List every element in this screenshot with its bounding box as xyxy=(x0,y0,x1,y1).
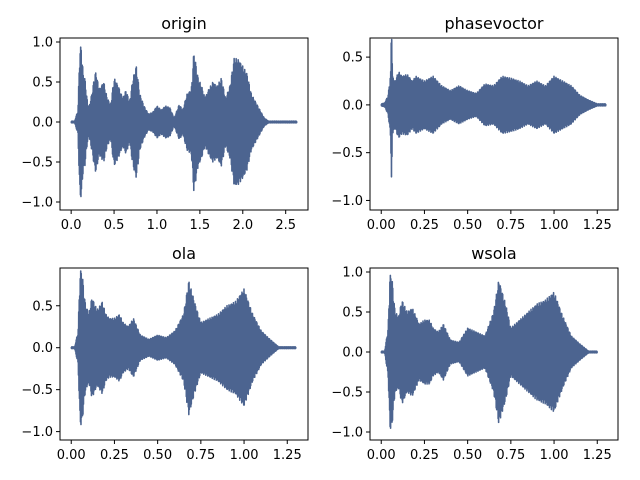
subplot-title: phasevoctor xyxy=(445,14,544,33)
x-tick-label: 0.25 xyxy=(410,448,439,463)
x-tick-label: 1.00 xyxy=(540,448,569,463)
subplot-3: wsola 0.00 0.25 0.50 0.75 1.00 1.25 −1.0 −0.5 0.0… xyxy=(331,244,619,463)
waveform-series-0 xyxy=(380,274,599,429)
subplot-0: origin 0.0 0.5 1.0 1.5 2.0 2.5 −1.0 −0.5 0.0 0.5 1.… xyxy=(21,14,309,233)
subplot-title: origin xyxy=(161,14,207,33)
x-tick-label: 0.00 xyxy=(367,448,396,463)
x-tick-label: 1.00 xyxy=(230,448,259,463)
y-tick-label: 0.0 xyxy=(32,116,53,131)
axes-frame xyxy=(369,37,619,211)
x-tick-label: 0.00 xyxy=(367,218,396,233)
y-tick-label: −0.5 xyxy=(21,156,53,171)
x-tick-label: 0.50 xyxy=(453,218,482,233)
y-tick-label: 0.0 xyxy=(342,346,363,361)
subplot-title: ola xyxy=(172,244,196,263)
x-tick-label: 0.75 xyxy=(186,448,215,463)
x-tick-label: 2.0 xyxy=(232,218,253,233)
x-tick-label: 0.5 xyxy=(104,218,125,233)
y-tick-label: 0.0 xyxy=(342,98,363,113)
axes-frame xyxy=(369,267,619,441)
y-tick-label: 0.5 xyxy=(342,51,363,66)
y-tick-label: −0.5 xyxy=(21,383,53,398)
waveform-series-0 xyxy=(380,38,607,178)
x-tick-label: 0.50 xyxy=(453,448,482,463)
x-tick-label: 1.25 xyxy=(273,448,302,463)
waveform-series-0 xyxy=(70,270,297,426)
x-tick-label: 1.5 xyxy=(190,218,211,233)
x-tick-label: 0.0 xyxy=(61,218,82,233)
y-tick-label: 1.0 xyxy=(32,36,53,51)
y-tick-label: 0.0 xyxy=(32,341,53,356)
axes-frame xyxy=(59,37,309,211)
x-tick-label: 1.25 xyxy=(583,218,612,233)
x-tick-label: 0.25 xyxy=(100,448,129,463)
x-tick-label: 2.5 xyxy=(275,218,296,233)
x-tick-label: 0.25 xyxy=(410,218,439,233)
y-tick-label: 1.0 xyxy=(342,266,363,281)
x-tick-label: 0.00 xyxy=(57,448,86,463)
y-tick-label: −1.0 xyxy=(21,196,53,211)
y-tick-label: 0.5 xyxy=(32,299,53,314)
subplot-1: phasevoctor 0.00 0.25 0.50 0.75 1.00 1.25 −1.0 −… xyxy=(331,14,619,233)
x-tick-label: 1.25 xyxy=(583,448,612,463)
waveform-series-0 xyxy=(70,46,298,198)
x-tick-label: 0.75 xyxy=(496,218,525,233)
subplot-title: wsola xyxy=(471,244,516,263)
y-tick-label: −1.0 xyxy=(331,426,363,441)
y-tick-label: −0.5 xyxy=(331,386,363,401)
y-tick-label: 0.5 xyxy=(342,306,363,321)
subplot-2: ola 0.00 0.25 0.50 0.75 1.00 1.25 −1.0 −0.5 0.0 0.… xyxy=(21,244,309,463)
x-tick-label: 0.75 xyxy=(496,448,525,463)
y-tick-label: −0.5 xyxy=(331,146,363,161)
axes-frame xyxy=(59,267,309,441)
y-tick-label: −1.0 xyxy=(331,194,363,209)
y-tick-label: −1.0 xyxy=(21,425,53,440)
x-tick-label: 0.50 xyxy=(143,448,172,463)
x-tick-label: 1.00 xyxy=(540,218,569,233)
y-tick-label: 0.5 xyxy=(32,76,53,91)
x-tick-label: 1.0 xyxy=(147,218,168,233)
